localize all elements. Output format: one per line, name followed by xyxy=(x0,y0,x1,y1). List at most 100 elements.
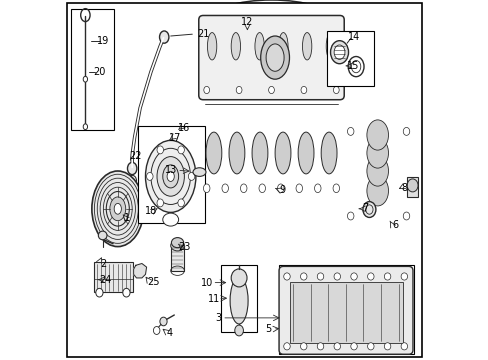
Text: 14: 14 xyxy=(347,32,360,42)
Ellipse shape xyxy=(333,86,339,94)
Ellipse shape xyxy=(96,288,103,297)
Text: 1: 1 xyxy=(124,213,130,223)
Polygon shape xyxy=(133,264,146,278)
Ellipse shape xyxy=(333,273,340,280)
Ellipse shape xyxy=(222,184,228,193)
Ellipse shape xyxy=(333,343,340,350)
Ellipse shape xyxy=(83,124,87,130)
Ellipse shape xyxy=(234,325,243,336)
Ellipse shape xyxy=(98,231,107,240)
Ellipse shape xyxy=(236,86,242,94)
Ellipse shape xyxy=(403,212,409,220)
Text: 13: 13 xyxy=(164,165,177,175)
Ellipse shape xyxy=(92,171,143,247)
Ellipse shape xyxy=(400,273,407,280)
Ellipse shape xyxy=(321,132,336,174)
Ellipse shape xyxy=(231,33,240,60)
Text: 20: 20 xyxy=(93,67,105,77)
Ellipse shape xyxy=(193,168,205,176)
Ellipse shape xyxy=(146,172,153,180)
Bar xyxy=(289,282,402,343)
Ellipse shape xyxy=(367,273,373,280)
Text: 6: 6 xyxy=(391,220,397,230)
Ellipse shape xyxy=(325,33,335,60)
Text: 9: 9 xyxy=(278,185,285,195)
FancyBboxPatch shape xyxy=(200,94,342,195)
Ellipse shape xyxy=(114,203,121,214)
Ellipse shape xyxy=(366,156,387,186)
Ellipse shape xyxy=(157,199,163,207)
Ellipse shape xyxy=(317,273,323,280)
Ellipse shape xyxy=(259,184,265,193)
Ellipse shape xyxy=(188,172,194,180)
Bar xyxy=(221,265,257,332)
Ellipse shape xyxy=(403,127,409,135)
Ellipse shape xyxy=(260,36,289,79)
Text: 18: 18 xyxy=(144,206,157,216)
Ellipse shape xyxy=(347,212,353,220)
Ellipse shape xyxy=(160,317,167,326)
Text: 24: 24 xyxy=(100,275,112,285)
Ellipse shape xyxy=(295,184,302,193)
Ellipse shape xyxy=(207,33,216,60)
Ellipse shape xyxy=(275,132,290,174)
Ellipse shape xyxy=(167,171,174,181)
Text: 8: 8 xyxy=(401,183,407,193)
Ellipse shape xyxy=(83,76,87,82)
Ellipse shape xyxy=(178,199,184,207)
Ellipse shape xyxy=(230,277,247,324)
Ellipse shape xyxy=(333,45,344,59)
Ellipse shape xyxy=(268,86,274,94)
Text: 23: 23 xyxy=(178,242,190,252)
Ellipse shape xyxy=(332,184,339,193)
Ellipse shape xyxy=(127,162,137,175)
Ellipse shape xyxy=(228,132,244,174)
Ellipse shape xyxy=(407,179,417,192)
Ellipse shape xyxy=(366,138,387,168)
FancyBboxPatch shape xyxy=(344,121,412,224)
Ellipse shape xyxy=(127,175,136,186)
Ellipse shape xyxy=(145,140,196,212)
Ellipse shape xyxy=(240,184,246,193)
Text: 5: 5 xyxy=(265,324,271,334)
Ellipse shape xyxy=(300,273,306,280)
Text: 11: 11 xyxy=(207,294,220,304)
Ellipse shape xyxy=(278,33,287,60)
Ellipse shape xyxy=(251,132,267,174)
Text: 19: 19 xyxy=(97,36,109,46)
Bar xyxy=(407,177,417,197)
Ellipse shape xyxy=(203,86,209,94)
Ellipse shape xyxy=(362,202,375,217)
Text: 15: 15 xyxy=(346,60,359,71)
Text: 16: 16 xyxy=(178,123,190,133)
Ellipse shape xyxy=(122,288,130,297)
Text: 22: 22 xyxy=(128,151,141,161)
Ellipse shape xyxy=(153,327,160,334)
Text: 4: 4 xyxy=(166,328,172,338)
Ellipse shape xyxy=(265,44,284,71)
Bar xyxy=(138,126,204,223)
Ellipse shape xyxy=(157,157,184,196)
Ellipse shape xyxy=(163,213,178,226)
Ellipse shape xyxy=(302,33,311,60)
Ellipse shape xyxy=(157,146,163,154)
FancyBboxPatch shape xyxy=(199,15,344,100)
Ellipse shape xyxy=(347,127,353,135)
Ellipse shape xyxy=(298,132,313,174)
Bar xyxy=(326,31,373,86)
Ellipse shape xyxy=(366,176,387,206)
Ellipse shape xyxy=(301,86,306,94)
Text: 17: 17 xyxy=(169,132,181,143)
Ellipse shape xyxy=(366,120,387,150)
Text: 21: 21 xyxy=(197,29,209,39)
Ellipse shape xyxy=(231,269,246,287)
Ellipse shape xyxy=(384,273,390,280)
Text: 25: 25 xyxy=(146,276,159,287)
Ellipse shape xyxy=(178,146,184,154)
Ellipse shape xyxy=(367,343,373,350)
Ellipse shape xyxy=(400,343,407,350)
Ellipse shape xyxy=(314,184,320,193)
Bar xyxy=(170,246,184,271)
FancyBboxPatch shape xyxy=(279,266,412,354)
Ellipse shape xyxy=(350,273,357,280)
